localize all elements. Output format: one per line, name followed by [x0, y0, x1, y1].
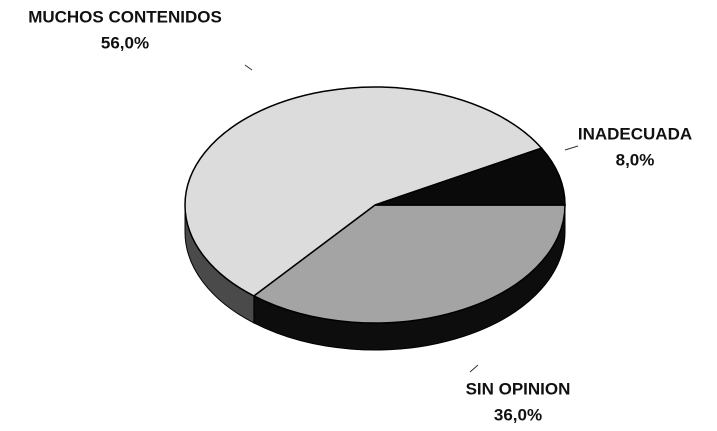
slice-value-label: 8,0%	[616, 150, 655, 169]
slice-label: MUCHOS CONTENIDOS	[28, 7, 222, 26]
slice-value-label: 56,0%	[101, 33, 149, 52]
leader-line	[244, 64, 253, 71]
slice	[252, 204, 566, 324]
slice-label: SIN OPINION	[466, 379, 571, 398]
slice	[374, 147, 566, 206]
slice	[184, 86, 543, 297]
leader-line	[564, 145, 579, 151]
slice-label: INADECUADA	[578, 124, 692, 143]
leader-line	[469, 364, 479, 373]
slice-value-label: 36,0%	[494, 405, 542, 424]
